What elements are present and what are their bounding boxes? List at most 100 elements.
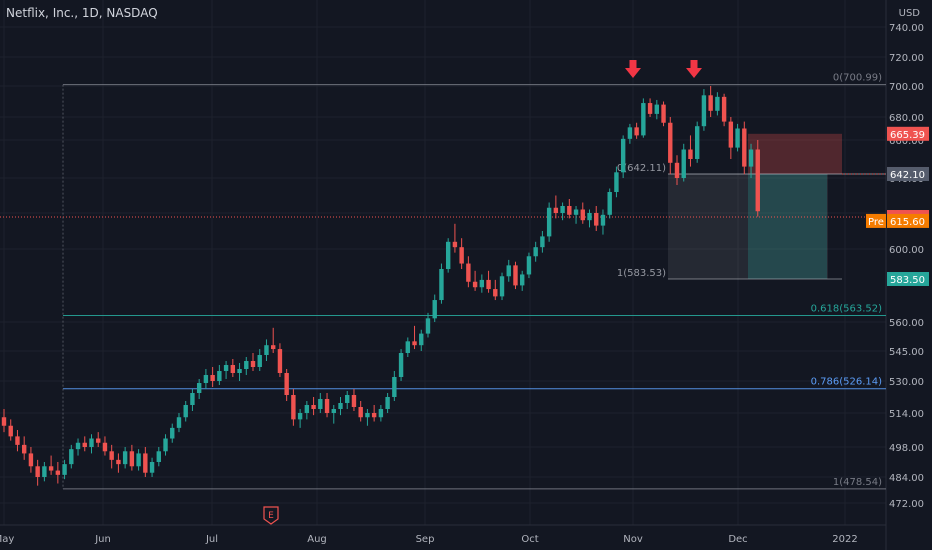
candle-body <box>580 209 585 221</box>
candle-body <box>567 206 572 215</box>
y-tick-label: 514.00 <box>889 409 924 420</box>
candle-body <box>183 405 188 418</box>
y-tick-label: 680.00 <box>889 113 924 124</box>
candle-body <box>701 95 707 127</box>
candle-body <box>452 241 458 248</box>
candle-body <box>1 417 7 426</box>
candle-body <box>149 462 155 473</box>
candle-body <box>143 453 148 473</box>
price-tag-label: 665.39 <box>890 130 925 141</box>
candle-body <box>546 207 552 237</box>
candle-body <box>163 438 168 452</box>
y-tick-label: 472.00 <box>889 499 924 510</box>
price-tag-prefix: Pre <box>868 217 884 228</box>
x-tick-label: Sep <box>416 534 435 545</box>
fib-level-label: 0(700.99) <box>833 73 882 84</box>
candle-body <box>358 407 363 418</box>
candle-body <box>600 214 606 226</box>
price-tag-label: 642.10 <box>890 170 925 181</box>
small-fib-label-0: 0(642.11) <box>617 163 666 174</box>
candle-body <box>479 279 485 288</box>
candle-body <box>472 281 478 288</box>
y-tick-label: 545.00 <box>889 347 924 358</box>
candle-body <box>748 149 754 167</box>
candle-body <box>445 241 451 269</box>
price-tag: 583.50 <box>887 272 929 286</box>
candle-body <box>755 149 760 212</box>
candle-body <box>237 369 242 373</box>
candle-body <box>42 466 47 477</box>
x-tick-label: Jun <box>94 534 111 545</box>
candle-body <box>634 127 639 136</box>
candle-body <box>284 373 289 395</box>
candle-body <box>641 103 646 136</box>
candle-body <box>82 442 87 447</box>
candle-body <box>371 413 377 418</box>
candle-body <box>688 149 693 159</box>
candle-body <box>345 395 350 403</box>
candle-body <box>742 128 747 167</box>
candle-body <box>681 149 686 178</box>
fib-level-label: 1(478.54) <box>833 477 882 488</box>
candle-body <box>75 442 81 450</box>
currency-label: USD <box>899 8 921 19</box>
x-tick-label: Jul <box>205 534 218 545</box>
y-tick-label: 530.00 <box>889 377 924 388</box>
candle-body <box>351 395 357 407</box>
candle-body <box>190 393 195 405</box>
candle-body <box>560 206 565 213</box>
x-tick-label: Dec <box>728 534 747 545</box>
fib-level-label: 0.786(526.14) <box>811 377 883 388</box>
candle-body <box>661 104 666 123</box>
candle-body <box>432 300 437 319</box>
price-tag: 642.10 <box>887 167 929 182</box>
x-tick-label: Aug <box>307 534 327 545</box>
x-tick-label: May <box>0 534 14 545</box>
candle-body <box>614 172 619 192</box>
candle-body <box>708 95 713 111</box>
candle-body <box>627 127 633 139</box>
candle-body <box>668 122 673 163</box>
stop-loss-zone <box>748 133 842 174</box>
candle-body <box>223 365 229 371</box>
candle-body <box>89 438 94 447</box>
candle-body <box>459 247 464 264</box>
y-tick-label: 560.00 <box>889 318 924 329</box>
candle-body <box>264 345 269 355</box>
candle-body <box>721 96 727 122</box>
candle-body <box>297 413 303 420</box>
candle-body <box>324 399 330 413</box>
candle-body <box>620 138 626 173</box>
candle-body <box>277 349 283 373</box>
candle-body <box>587 213 592 221</box>
candle-body <box>493 289 498 297</box>
candle-body <box>69 449 74 465</box>
candle-body <box>62 464 67 475</box>
candle-body <box>425 318 431 334</box>
candle-body <box>513 265 518 286</box>
earnings-marker-icon: E <box>263 506 279 525</box>
y-tick-label: 720.00 <box>889 53 924 64</box>
candle-body <box>647 103 653 114</box>
candle-body <box>196 383 202 393</box>
candle-body <box>230 365 236 373</box>
candle-body <box>122 451 128 465</box>
chart-title: Netflix, Inc., 1D, NASDAQ <box>6 6 158 20</box>
y-tick-label: 700.00 <box>889 82 924 93</box>
y-tick-label: 498.00 <box>889 443 924 454</box>
candle-body <box>378 409 384 418</box>
candle-body <box>15 436 20 445</box>
candle-body <box>392 377 397 397</box>
candle-body <box>674 162 680 178</box>
candle-body <box>607 192 612 215</box>
candle-body <box>654 104 660 114</box>
x-tick-label: 2022 <box>832 534 857 545</box>
candle-body <box>694 126 700 159</box>
candle-body <box>129 451 135 467</box>
candle-body <box>48 466 54 471</box>
fib-range-box <box>668 173 828 279</box>
candle-body <box>365 413 370 418</box>
y-tick-label: 600.00 <box>889 245 924 256</box>
candle-body <box>28 453 34 467</box>
